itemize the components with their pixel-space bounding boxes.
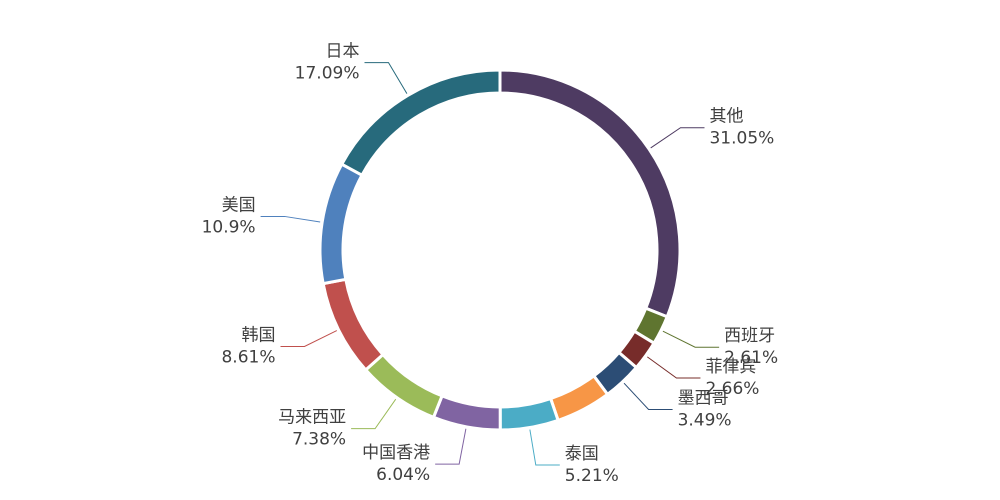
slice-label: 马来西亚 [278,408,346,428]
leader-line [280,330,338,347]
value-label: 2.66% [705,379,759,399]
slice-label: 韩国 [242,325,276,345]
leader-line [623,382,673,411]
leader-line [647,356,701,379]
value-label: 2.61% [724,348,778,368]
slice-label: 日本 [325,42,359,62]
slice-label: 墨西哥 [678,389,729,409]
slice [318,162,365,286]
value-label: 8.61% [221,347,275,367]
value-label: 10.9% [202,217,256,237]
leader-line [435,428,467,465]
value-label: 7.38% [292,430,346,450]
value-label: 5.21% [565,466,619,486]
leader-line [529,429,560,466]
leader-line [364,62,408,94]
value-label: 3.49% [678,411,732,431]
slice-label: 其他 [709,107,743,127]
slice [321,277,386,373]
value-label: 31.05% [709,129,774,149]
slice-label: 泰国 [565,444,599,464]
slice [548,373,610,423]
leader-line [351,398,397,430]
slice [339,68,502,178]
slice-label: 菲律宾 [705,357,756,377]
value-label: 6.04% [376,465,430,485]
value-label: 17.09% [295,64,360,84]
slice [363,352,444,420]
leader-line [650,127,705,149]
slice [431,393,502,432]
slice-label: 美国 [222,195,256,215]
slice [498,68,682,319]
leader-line [662,330,720,348]
leader-line [260,215,321,223]
slice-label: 中国香港 [362,443,430,463]
slice-label: 西班牙 [724,326,775,346]
slice [498,396,560,432]
